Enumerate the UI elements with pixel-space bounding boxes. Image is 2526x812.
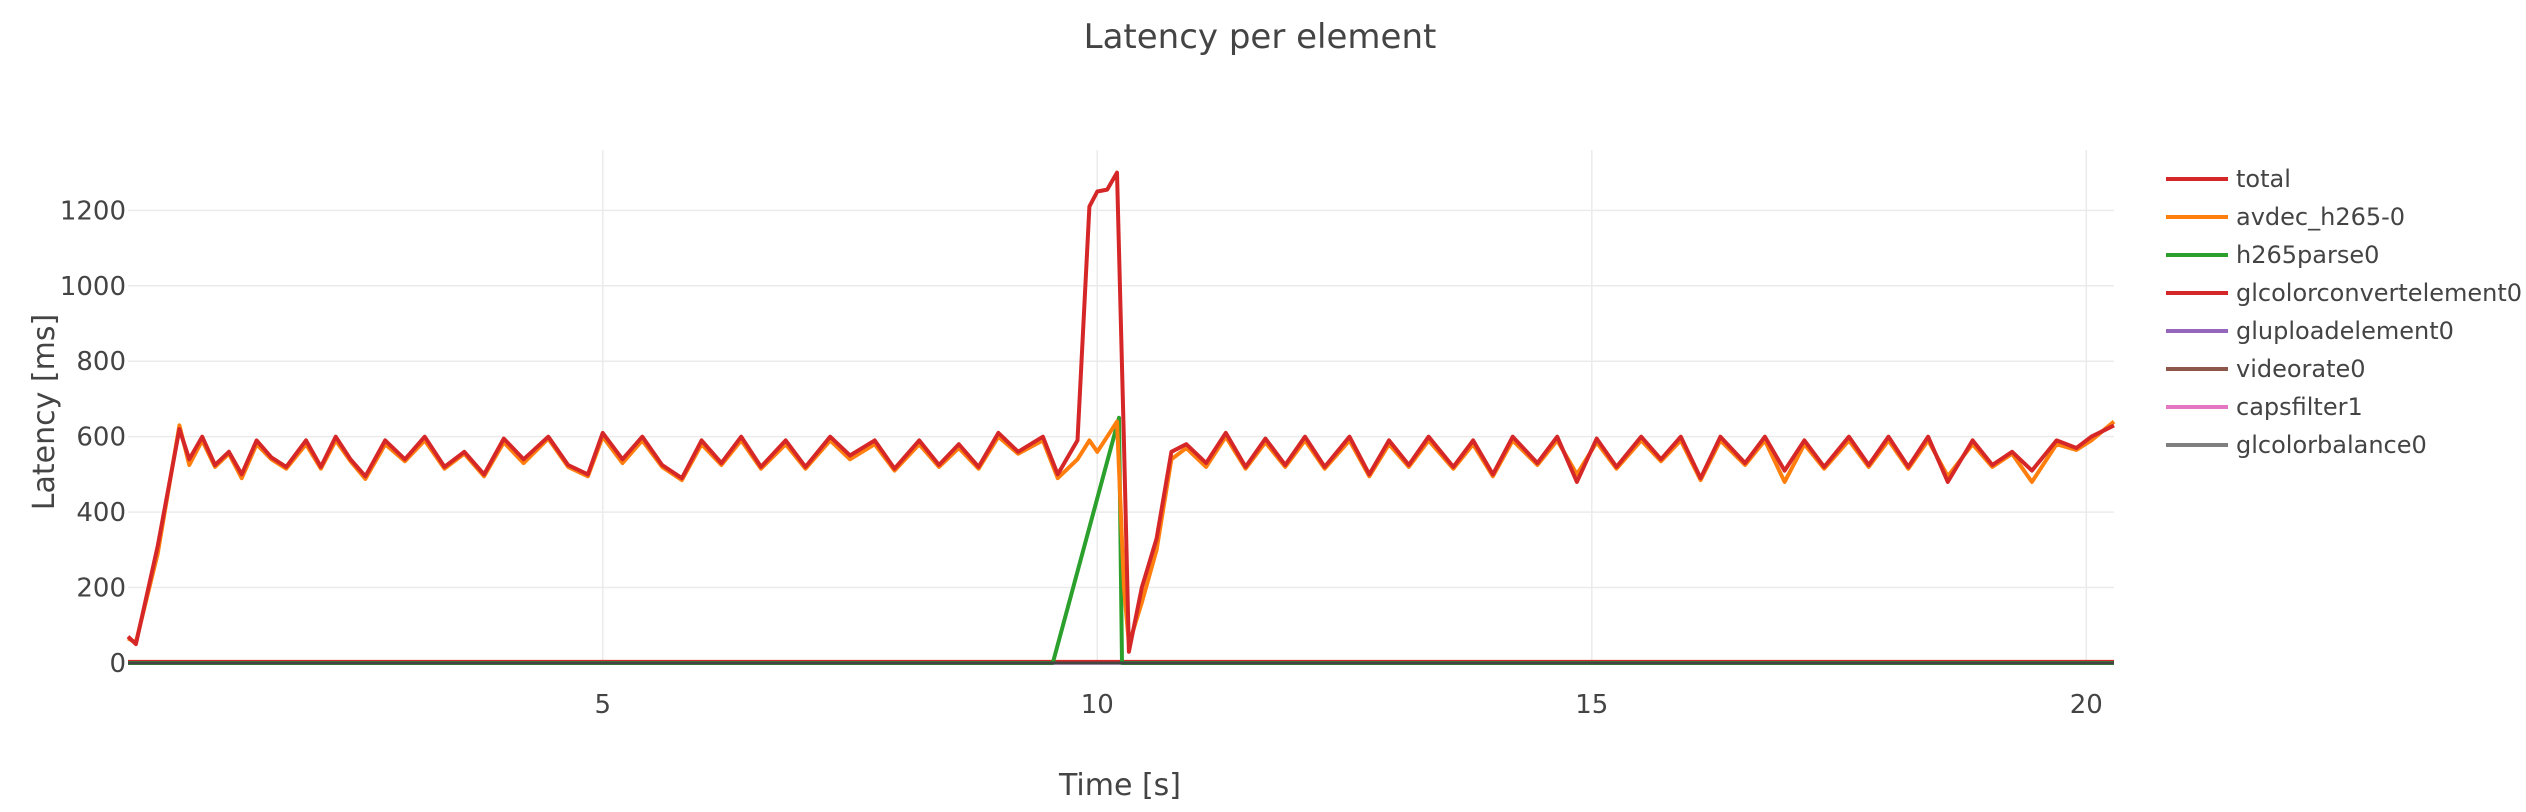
legend-label: avdec_h265-0: [2236, 203, 2405, 231]
series-lines: [126, 170, 2116, 665]
legend: total avdec_h265-0 h265parse0 glcolorconver…: [2166, 165, 2522, 459]
legend-label: videorate0: [2236, 355, 2366, 383]
y-tick-label: 800: [76, 347, 126, 377]
y-tick-labels: 0 200 400 600 800 1000 1200: [60, 196, 126, 679]
legend-item-glcolorconvertelement0[interactable]: glcolorconvertelement0: [2166, 279, 2522, 307]
legend-label: h265parse0: [2236, 241, 2379, 269]
x-tick-label: 20: [2070, 690, 2103, 720]
y-tick-label: 1000: [60, 272, 126, 302]
x-tick-label: 10: [1081, 690, 1114, 720]
y-tick-label: 600: [76, 423, 126, 453]
legend-item-glcolorbalance0[interactable]: glcolorbalance0: [2166, 431, 2427, 459]
x-tick-labels: 5 10 15 20: [594, 690, 2102, 720]
x-axis-title: Time [s]: [1058, 768, 1181, 803]
legend-item-avdec_h265-0[interactable]: avdec_h265-0: [2166, 203, 2405, 231]
legend-item-h265parse0[interactable]: h265parse0: [2166, 241, 2379, 269]
y-tick-label: 0: [109, 649, 126, 679]
legend-item-gluploadelement0[interactable]: gluploadelement0: [2166, 317, 2454, 345]
legend-item-total[interactable]: total: [2166, 165, 2291, 193]
series-line-total: [126, 170, 2115, 654]
legend-label: capsfilter1: [2236, 393, 2363, 421]
y-tick-label: 1200: [60, 196, 126, 226]
x-tick-label: 5: [594, 690, 611, 720]
legend-item-videorate0[interactable]: videorate0: [2166, 355, 2366, 383]
x-tick-label: 15: [1575, 690, 1608, 720]
legend-label: gluploadelement0: [2236, 317, 2454, 345]
legend-label: glcolorbalance0: [2236, 431, 2427, 459]
y-axis-title: Latency [ms]: [27, 314, 62, 510]
legend-item-capsfilter1[interactable]: capsfilter1: [2166, 393, 2363, 421]
y-tick-label: 200: [76, 574, 126, 604]
y-tick-label: 400: [76, 498, 126, 528]
legend-label: glcolorconvertelement0: [2236, 279, 2522, 307]
legend-label: total: [2236, 165, 2291, 193]
chart-title: Latency per element: [1084, 17, 1437, 57]
